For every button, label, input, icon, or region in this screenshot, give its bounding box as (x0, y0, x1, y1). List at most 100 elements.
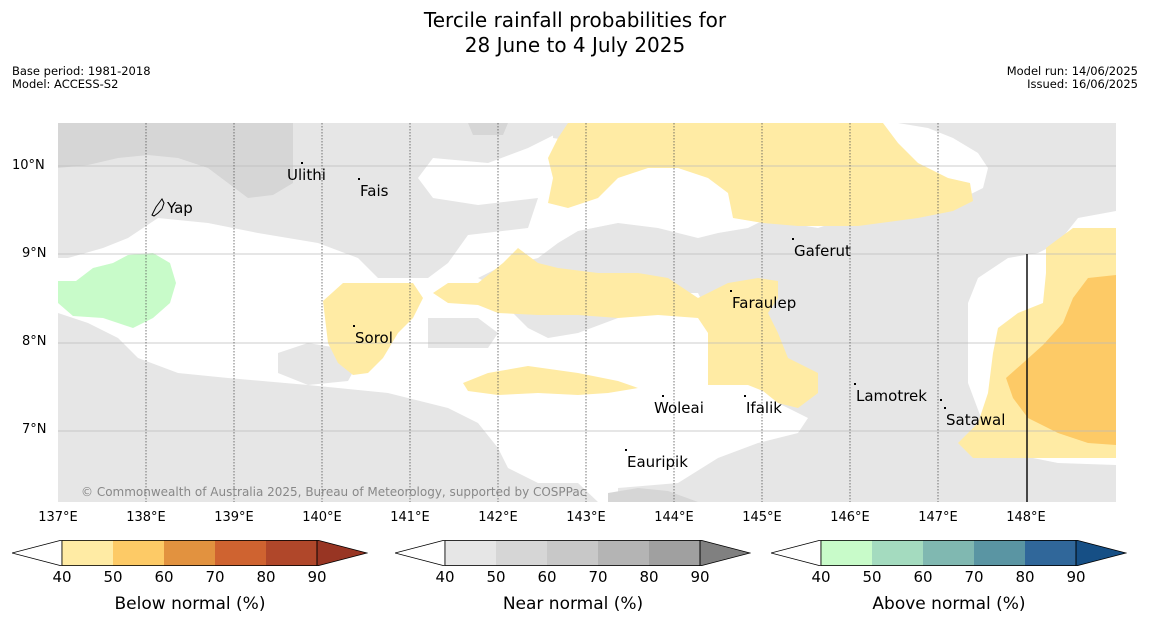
below-normal-label: Below normal (%) (114, 594, 266, 614)
title-line-1: Tercile rainfall probabilities for (423, 8, 727, 32)
place-lamotrek-extra-marker (940, 399, 942, 401)
place-woleai-marker (662, 395, 664, 397)
colorbar-near-normal: 40 50 60 70 80 90 Near normal (%) (393, 539, 752, 614)
below-normal-50-regions (1006, 275, 1116, 445)
colorbar-above-normal-swatches (769, 539, 1128, 567)
place-ulithi-label: Ulithi (287, 166, 326, 184)
near-swatch-50 (496, 540, 547, 566)
near-tick-70: 70 (588, 568, 608, 586)
place-satawal: Satawal (944, 407, 1006, 429)
lon-label-141e: 141°E (390, 510, 430, 525)
issued-date: Issued: 16/06/2025 (1027, 77, 1138, 91)
place-woleai-label: Woleai (654, 399, 704, 417)
place-gaferut-marker (792, 238, 794, 240)
base-period: Base period: 1981-2018 (12, 64, 151, 78)
place-eauripik-marker (625, 449, 627, 451)
lon-label-138e: 138°E (126, 510, 166, 525)
lat-label-8n: 8°N (22, 334, 47, 349)
near-high-extend (699, 539, 752, 567)
near-swatch-70 (598, 540, 649, 566)
map-canvas (58, 123, 1116, 502)
place-gaferut-label: Gaferut (794, 242, 851, 260)
place-faraulep-marker (730, 290, 732, 292)
below-tick-40: 40 (52, 568, 72, 586)
place-sorol-marker (353, 325, 355, 327)
place-sorol: Sorol (353, 325, 393, 347)
below-tick-70: 70 (205, 568, 225, 586)
place-lamotrek-marker (854, 383, 856, 385)
colorbar-below-normal-swatches (10, 539, 369, 567)
lon-label-140e: 140°E (302, 510, 342, 525)
below-swatch-70 (215, 540, 266, 566)
near-tick-40: 40 (435, 568, 455, 586)
title-line-2: 28 June to 4 July 2025 (464, 33, 686, 57)
below-tick-50: 50 (103, 568, 123, 586)
place-lamotrek-label: Lamotrek (856, 387, 927, 405)
above-tick-40: 40 (811, 568, 831, 586)
near-swatch-40 (445, 540, 496, 566)
place-satawal-label: Satawal (946, 411, 1006, 429)
above-swatch-40 (821, 540, 872, 566)
near-normal-label: Near normal (%) (502, 594, 644, 614)
above-normal-regions (58, 253, 176, 328)
below-swatch-80 (266, 540, 317, 566)
longitude-gridlines (145, 123, 939, 502)
model-run: Model run: 14/06/2025 (1006, 64, 1138, 78)
place-sorol-label: Sorol (355, 329, 393, 347)
place-ulithi-marker (301, 162, 303, 164)
lon-label-146e: 146°E (830, 510, 870, 525)
meta-left: Base period: 1981-2018 Model: ACCESS-S2 (12, 65, 151, 91)
near-low-extend (393, 539, 446, 567)
below-swatch-60 (164, 540, 215, 566)
colorbar-below-normal: 40 50 60 70 80 90 Below normal (%) (10, 539, 369, 614)
below-high-extend (316, 539, 369, 567)
meta-right: Model run: 14/06/2025 Issued: 16/06/2025 (1007, 65, 1138, 91)
place-ifalik: Ifalik (744, 395, 782, 417)
place-ifalik-marker (744, 395, 746, 397)
above-tick-60: 60 (913, 568, 933, 586)
lon-label-142e: 142°E (478, 510, 518, 525)
above-tick-50: 50 (862, 568, 882, 586)
place-fais-label: Fais (360, 182, 389, 200)
above-normal-label: Above normal (%) (872, 594, 1026, 614)
below-swatch-50 (113, 540, 164, 566)
above-low-extend (769, 539, 822, 567)
lon-label-143e: 143°E (566, 510, 606, 525)
place-fais: Fais (358, 178, 389, 200)
colorbar-above-normal: 40 50 60 70 80 90 Above normal (%) (769, 539, 1128, 614)
copyright-notice: © Commonwealth of Australia 2025, Bureau… (81, 485, 587, 499)
lon-label-147e: 147°E (918, 510, 958, 525)
place-satawal-marker (944, 407, 946, 409)
lon-label-148e: 148°E (1006, 510, 1046, 525)
lon-label-144e: 144°E (654, 510, 694, 525)
lon-label-139e: 139°E (214, 510, 254, 525)
below-low-extend (10, 539, 63, 567)
model-name: Model: ACCESS-S2 (12, 77, 119, 91)
below-swatch-40 (62, 540, 113, 566)
place-woleai: Woleai (654, 395, 704, 417)
lat-label-9n: 9°N (22, 246, 47, 261)
near-tick-60: 60 (537, 568, 557, 586)
below-tick-60: 60 (154, 568, 174, 586)
place-yap-label: Yap (167, 199, 193, 217)
above-high-extend (1075, 539, 1128, 567)
place-gaferut: Gaferut (792, 238, 851, 260)
above-tick-80: 80 (1015, 568, 1035, 586)
near-tick-50: 50 (486, 568, 506, 586)
place-fais-marker (358, 178, 360, 180)
near-swatch-60 (547, 540, 598, 566)
place-lamotrek: Lamotrek (854, 383, 942, 405)
map-title: Tercile rainfall probabilities for 28 Ju… (0, 8, 1150, 58)
lat-label-10n: 10°N (12, 158, 45, 173)
place-ifalik-label: Ifalik (746, 399, 782, 417)
lon-label-145e: 145°E (742, 510, 782, 525)
above-swatch-80 (1025, 540, 1076, 566)
lat-label-7n: 7°N (22, 422, 47, 437)
above-swatch-70 (974, 540, 1025, 566)
map-panel[interactable]: Ulithi Fais Yap Gaferut Faraulep Sorol L… (58, 123, 1116, 502)
place-yap: Yap (167, 199, 193, 217)
near-tick-90: 90 (690, 568, 710, 586)
below-tick-80: 80 (256, 568, 276, 586)
place-faraulep-label: Faraulep (732, 294, 797, 312)
place-eauripik: Eauripik (625, 449, 688, 471)
